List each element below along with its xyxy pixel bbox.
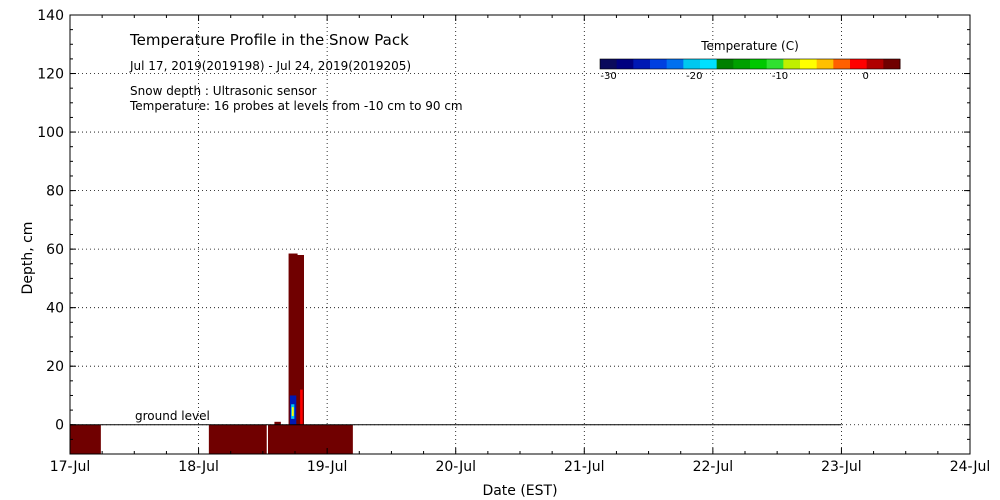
temperature-cell <box>288 253 298 425</box>
colorbar-swatch <box>833 59 851 69</box>
colorbar-tick-label: -10 <box>772 71 788 82</box>
colorbar-swatch <box>633 59 651 69</box>
colorbar-swatch <box>650 59 668 69</box>
colorbar-frame <box>599 58 901 70</box>
y-axis-ticks: 0 20 40 60 80 100 120 140 <box>37 8 970 455</box>
colorbar-swatches <box>599 58 901 70</box>
temperature-cell <box>300 389 303 425</box>
temperature-cell <box>268 424 353 454</box>
colorbar-swatch <box>766 59 784 69</box>
plot-frame <box>69 14 971 455</box>
y-tick-label: 80 <box>46 184 64 200</box>
x-tick-label: 21-Jul <box>564 459 605 475</box>
grid-lines <box>70 15 970 454</box>
colorbar-swatch <box>883 59 901 69</box>
y-tick-label: 0 <box>55 418 64 434</box>
temperature-cell <box>70 424 101 454</box>
colorbar-swatch <box>700 59 718 69</box>
y-tick-label: 120 <box>37 67 64 83</box>
y-tick-label: 40 <box>46 301 64 317</box>
colorbar-swatch <box>666 59 684 69</box>
colorbar-swatch <box>716 59 734 69</box>
temperature-cell <box>296 254 304 425</box>
x-tick-label: 22-Jul <box>693 459 734 475</box>
colorbar-swatch <box>850 59 868 69</box>
y-tick-label: 100 <box>37 125 64 141</box>
x-tick-label: 20-Jul <box>435 459 476 475</box>
x-tick-label: 23-Jul <box>821 459 862 475</box>
temperature-cell <box>208 424 267 454</box>
colorbar-swatch <box>600 59 618 69</box>
note-snow-depth: Snow depth : Ultrasonic sensor <box>130 84 317 98</box>
colorbar-swatch <box>866 59 884 69</box>
x-tick-label: 24-Jul <box>950 459 991 475</box>
note-temperature-probes: Temperature: 16 probes at levels from -1… <box>129 99 463 113</box>
x-tick-label: 18-Jul <box>178 459 219 475</box>
x-axis-ticks: 17-Jul 18-Jul 19-Jul 20-Jul 21-Jul 22-Jul 23-J… <box>50 15 991 475</box>
temperature-colorbar: Temperature (C) -30 -20 -10 0 <box>599 39 901 82</box>
colorbar-swatch <box>800 59 818 69</box>
colorbar-swatch <box>683 59 701 69</box>
heatmap-cells <box>70 253 353 454</box>
colorbar-tick-label: 0 <box>863 71 869 82</box>
colorbar-swatch <box>733 59 751 69</box>
y-tick-label: 60 <box>46 242 64 258</box>
temperature-cell <box>291 407 294 416</box>
colorbar-ticks: -30 -20 -10 0 <box>600 71 869 82</box>
colorbar-swatch <box>750 59 768 69</box>
colorbar-tick-label: -30 <box>600 71 616 82</box>
ground-level-label: ground level <box>135 409 210 423</box>
colorbar-title: Temperature (C) <box>700 39 799 53</box>
y-tick-label: 140 <box>37 8 64 24</box>
x-tick-label: 17-Jul <box>50 459 91 475</box>
chart-title: Temperature Profile in the Snow Pack <box>129 31 409 49</box>
y-axis-label: Depth, cm <box>20 222 36 295</box>
colorbar-swatch <box>616 59 634 69</box>
colorbar-swatch <box>783 59 801 69</box>
y-tick-label: 20 <box>46 359 64 375</box>
x-axis-label: Date (EST) <box>482 483 557 499</box>
temperature-cell <box>274 421 281 425</box>
colorbar-tick-label: -20 <box>686 71 702 82</box>
chart-subtitle: Jul 17, 2019(2019198) - Jul 24, 2019(201… <box>129 59 411 73</box>
x-tick-label: 19-Jul <box>307 459 348 475</box>
colorbar-swatch <box>816 59 834 69</box>
